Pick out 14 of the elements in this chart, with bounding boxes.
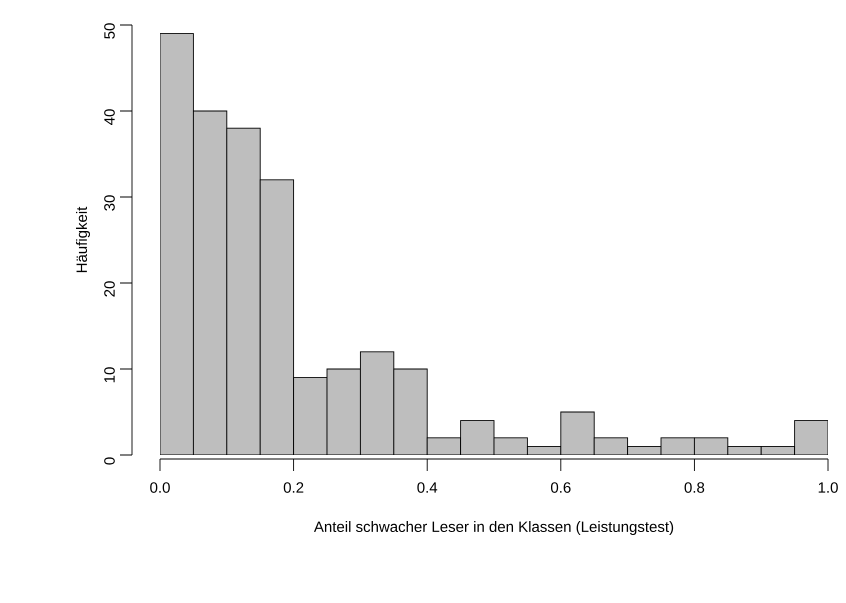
y-tick-label: 0	[104, 457, 115, 465]
x-tick-label: 1.0	[818, 482, 838, 493]
y-axis-title: Häufigkeit	[76, 206, 90, 272]
x-axis-title: Anteil schwacher Leser in den Klassen (Leistungstest)	[314, 521, 674, 535]
y-tick-label: 10	[104, 367, 115, 382]
x-tick-label: 0.6	[550, 482, 571, 493]
x-tick-label: 0.4	[417, 482, 438, 493]
x-tick-label: 0.8	[684, 482, 704, 493]
y-tick-label: 50	[104, 23, 115, 39]
x-tick-label: 0.2	[284, 482, 304, 493]
y-tick-label: 30	[104, 195, 115, 211]
y-tick-label: 40	[104, 109, 115, 125]
x-tick-label: 0.0	[150, 482, 170, 493]
y-tick-label: 20	[104, 281, 115, 297]
